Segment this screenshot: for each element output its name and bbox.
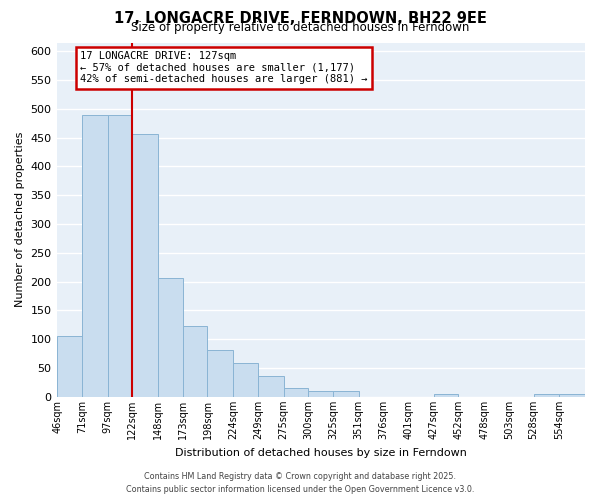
Bar — [82, 114, 107, 397]
Text: Size of property relative to detached houses in Ferndown: Size of property relative to detached ho… — [131, 22, 469, 35]
Bar — [308, 390, 333, 397]
Bar — [57, 336, 82, 397]
Bar — [284, 388, 308, 397]
Bar — [258, 376, 284, 397]
Bar — [158, 278, 183, 397]
Bar — [533, 394, 559, 397]
Bar — [559, 394, 585, 397]
Text: Contains HM Land Registry data © Crown copyright and database right 2025.
Contai: Contains HM Land Registry data © Crown c… — [126, 472, 474, 494]
Bar — [333, 390, 359, 397]
Bar — [133, 134, 158, 397]
Bar — [434, 394, 458, 397]
Text: 17 LONGACRE DRIVE: 127sqm
← 57% of detached houses are smaller (1,177)
42% of se: 17 LONGACRE DRIVE: 127sqm ← 57% of detac… — [80, 51, 367, 84]
X-axis label: Distribution of detached houses by size in Ferndown: Distribution of detached houses by size … — [175, 448, 467, 458]
Y-axis label: Number of detached properties: Number of detached properties — [15, 132, 25, 308]
Bar — [107, 114, 133, 397]
Bar — [233, 364, 258, 397]
Text: 17, LONGACRE DRIVE, FERNDOWN, BH22 9EE: 17, LONGACRE DRIVE, FERNDOWN, BH22 9EE — [113, 11, 487, 26]
Bar — [183, 326, 208, 397]
Bar — [208, 350, 233, 397]
